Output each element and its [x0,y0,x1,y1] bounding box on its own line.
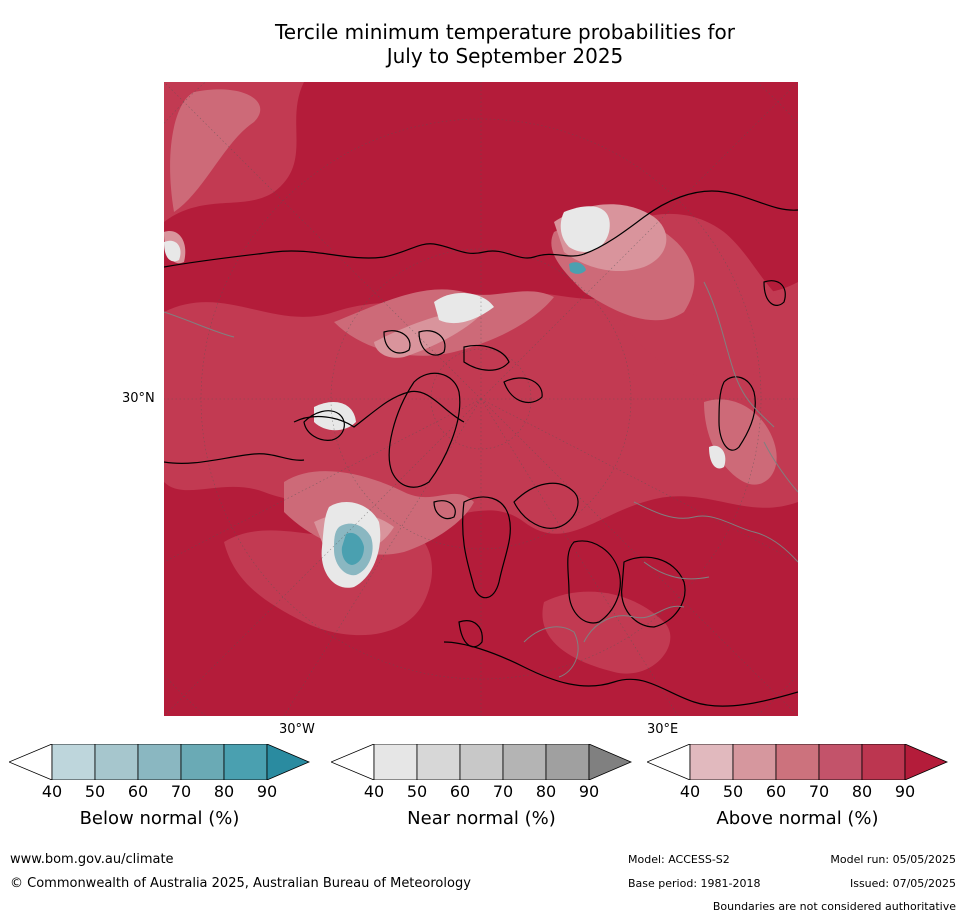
above-tick: 50 [722,782,744,801]
above-segment-0 [647,744,691,780]
above-tick: 40 [679,782,701,801]
above-normal-label: Above normal (%) [716,808,879,829]
below-segment-3 [137,744,182,780]
polar-map [164,82,798,716]
base-period-text: Base period: 1981-2018 [628,877,761,890]
below-tick: 60 [127,782,149,801]
below-segment-2 [94,744,139,780]
near-tick: 70 [492,782,514,801]
below-segment-5 [223,744,268,780]
near-segment-0 [331,744,375,780]
longitude-label-30e: 30°E [647,722,679,737]
near-tick: 40 [363,782,385,801]
graticule [164,82,798,716]
colorbar-near-normal [331,744,632,780]
below-segment-1 [51,744,96,780]
near-segment-4 [502,744,547,780]
title-line-1: Tercile minimum temperature probabilitie… [274,20,736,44]
near-segment-3 [459,744,504,780]
issued-text: Issued: 07/05/2025 [849,877,956,890]
disclaimer-text: Boundaries are not considered authoritat… [712,900,956,913]
below-tick: 40 [41,782,63,801]
below-normal-regions [334,262,586,576]
map-graphic [164,82,798,716]
above-tick: 60 [765,782,787,801]
below-segment-0 [9,744,53,780]
copyright-text: © Commonwealth of Australia 2025, Austra… [10,876,471,891]
longitude-label-30w: 30°W [279,722,315,737]
below-normal-label: Below normal (%) [79,808,240,829]
near-normal-label: Near normal (%) [407,808,556,829]
below-tick: 80 [213,782,235,801]
colorbar-above-normal [647,744,948,780]
near-tick: 90 [578,782,600,801]
above-tick: 80 [851,782,873,801]
above-segment-3 [775,744,820,780]
near-segment-5 [545,744,590,780]
below-tick: 50 [84,782,106,801]
coastlines [164,190,798,707]
website-link[interactable]: www.bom.gov.au/climate [10,852,174,867]
near-segment-2 [416,744,461,780]
above-segment-6 [904,744,948,780]
above-segment-4 [818,744,863,780]
below-tick: 70 [170,782,192,801]
latitude-label-30n: 30°N [122,391,155,406]
colorbar-below-normal [9,744,310,780]
near-tick: 50 [406,782,428,801]
near-tick: 80 [535,782,557,801]
title-line-2: July to September 2025 [386,44,624,68]
chart-title: Tercile minimum temperature probabilitie… [200,20,810,68]
below-segment-4 [180,744,225,780]
country-borders [164,281,798,678]
above-segment-2 [732,744,777,780]
above-segment-5 [861,744,906,780]
near-tick: 60 [449,782,471,801]
below-segment-6 [266,744,310,780]
model-run-text: Model run: 05/05/2025 [830,853,956,866]
above-tick: 70 [808,782,830,801]
near-segment-6 [588,744,632,780]
above-tick: 90 [894,782,916,801]
above-segment-1 [689,744,734,780]
below-tick: 90 [256,782,278,801]
model-text: Model: ACCESS-S2 [628,853,730,866]
near-segment-1 [373,744,418,780]
